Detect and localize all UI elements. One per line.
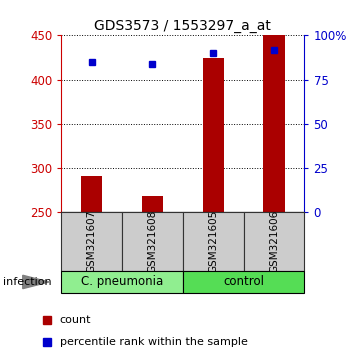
Text: GSM321607: GSM321607: [87, 210, 97, 273]
Text: control: control: [223, 275, 264, 289]
Title: GDS3573 / 1553297_a_at: GDS3573 / 1553297_a_at: [94, 19, 271, 33]
Bar: [122, 212, 183, 271]
Bar: [264, 35, 285, 212]
Bar: [183, 212, 244, 271]
Text: C. pneumonia: C. pneumonia: [81, 275, 163, 289]
Bar: [81, 176, 102, 212]
Bar: [183, 271, 304, 293]
Text: percentile rank within the sample: percentile rank within the sample: [60, 337, 247, 347]
Bar: [61, 212, 122, 271]
Text: GSM321605: GSM321605: [208, 210, 218, 273]
Bar: [142, 196, 163, 212]
Text: infection: infection: [4, 277, 52, 287]
Polygon shape: [23, 275, 49, 289]
Bar: [203, 57, 224, 212]
Bar: [61, 271, 183, 293]
Bar: [244, 212, 304, 271]
Text: count: count: [60, 315, 91, 325]
Text: GSM321606: GSM321606: [269, 210, 279, 273]
Text: GSM321608: GSM321608: [147, 210, 158, 273]
